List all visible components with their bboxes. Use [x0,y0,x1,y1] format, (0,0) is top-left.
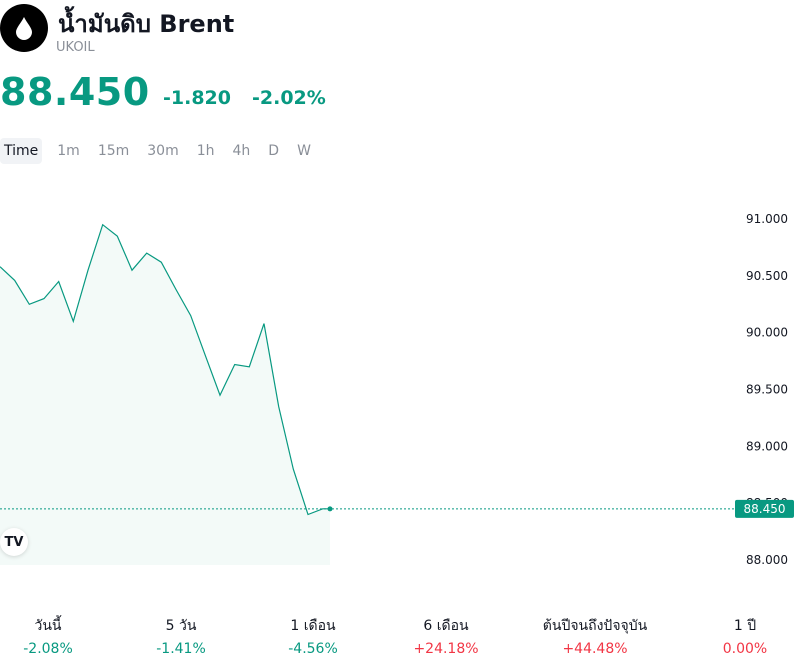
oil-drop-icon [0,4,48,52]
tab-w[interactable]: W [297,143,311,159]
instrument-title: น้ำมันดิบ Brent [58,10,235,38]
performance-change-value: -1.41% [156,641,206,657]
tab-30m[interactable]: 30m [147,143,179,159]
performance-item[interactable]: 1 เดือน -4.56% [248,615,378,657]
price-change: -1.820 [163,87,231,109]
y-axis-tick: 89.000 [746,439,788,453]
performance-period-label: 5 วัน [165,618,197,634]
tab-1h[interactable]: 1h [196,143,215,159]
performance-change-value: -2.08% [23,641,73,657]
performance-item[interactable]: วันนี้ -2.08% [0,615,113,657]
performance-change-value: +24.18% [413,641,479,657]
performance-period-label: ต้นปีจนถึงปัจจุบัน [542,618,648,634]
performance-item[interactable]: ต้นปีจนถึงปัจจุบัน +44.48% [525,615,665,657]
performance-change-value: -4.56% [288,641,338,657]
performance-item[interactable]: 6 เดือน +24.18% [381,615,511,657]
last-price: 88.450 [0,70,150,114]
last-price-badge [735,499,794,518]
y-axis-tick: 90.000 [746,326,788,340]
y-axis-tick: 90.500 [746,269,788,283]
timeframe-tabs: Time 1m 15m 30m 1h 4h D W [0,138,320,164]
performance-item[interactable]: 5 วัน -1.41% [116,615,246,657]
performance-change-value: +44.48% [562,641,628,657]
last-price-dot [327,506,333,512]
tab-d[interactable]: D [268,143,280,159]
performance-period-label: 6 เดือน [423,618,469,634]
price-chart[interactable]: 91.00090.50090.00089.50089.00088.50088.0… [0,170,800,565]
y-axis-tick: 88.000 [746,553,788,565]
tab-4h[interactable]: 4h [232,143,251,159]
ticker-symbol: UKOIL [56,40,95,55]
last-price-label: 88.450 [744,502,786,516]
tradingview-logo[interactable]: TV [0,528,28,556]
tab-15m[interactable]: 15m [97,143,130,159]
performance-item[interactable]: 1 ปี 0.00% [695,615,795,657]
performance-period-label: 1 เดือน [290,618,336,634]
performance-summary: วันนี้ -2.08% 5 วัน -1.41% 1 เดือน -4.56% 6 เด… [0,615,800,671]
price-line [0,223,330,516]
performance-change-value: 0.00% [722,641,768,657]
price-change-percent: -2.02% [252,87,326,109]
performance-period-label: 1 ปี [733,618,757,634]
y-axis-tick: 91.000 [746,212,788,226]
performance-period-label: วันนี้ [34,618,62,634]
tab-time[interactable]: Time [0,138,43,164]
tab-1m[interactable]: 1m [57,143,80,159]
price-area-fill [0,224,330,565]
y-axis-tick: 89.500 [746,383,788,397]
